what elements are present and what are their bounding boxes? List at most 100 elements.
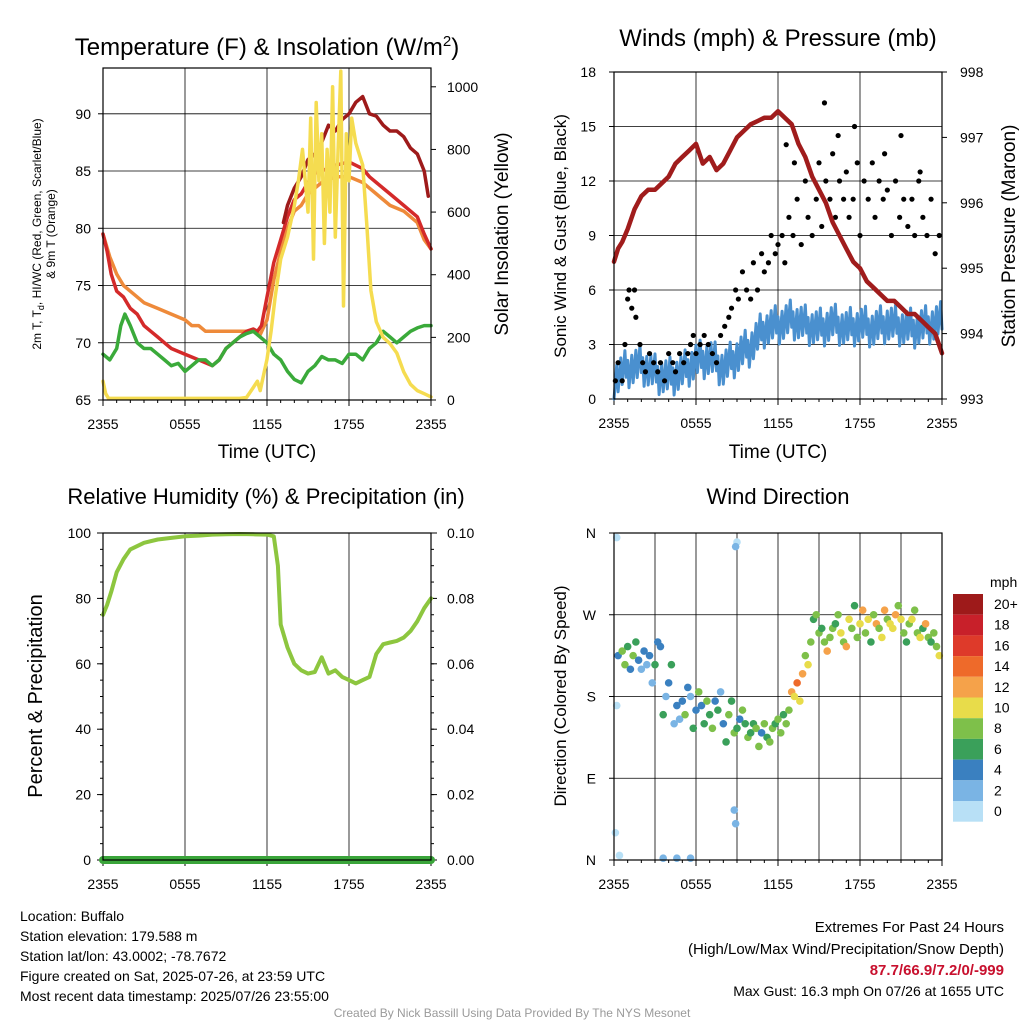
direction-point — [689, 724, 698, 733]
gust-point — [897, 214, 903, 220]
extremes-values: 87.7/66.9/7.2/0/-999 — [869, 962, 1004, 979]
gust-point — [705, 341, 711, 348]
gust-point — [750, 260, 757, 266]
y-tick-label: 60 — [75, 656, 91, 672]
gust-point — [687, 341, 694, 348]
direction-point — [705, 710, 714, 719]
direction-point — [785, 706, 793, 714]
gust-point — [748, 296, 754, 302]
gust-point — [854, 160, 860, 166]
gust-point — [637, 341, 643, 348]
gust-point — [905, 223, 911, 230]
direction-point — [611, 828, 620, 837]
y-tick-label: 20 — [75, 787, 91, 803]
gust-point — [713, 360, 720, 366]
gust-point — [735, 296, 741, 302]
y-tick-label: 80 — [75, 590, 91, 606]
gust-point — [701, 332, 707, 339]
gust-point — [642, 369, 649, 375]
y-tick-label: 40 — [75, 721, 91, 737]
chart-title: Relative Humidity (%) & Precipitation (i… — [67, 484, 464, 509]
direction-point — [731, 542, 740, 551]
legend-swatch — [953, 594, 983, 615]
gust-point — [782, 260, 788, 266]
direction-point — [837, 629, 845, 637]
gust-point — [841, 196, 847, 202]
direction-point — [675, 715, 684, 724]
gust-point — [633, 314, 639, 320]
direction-point — [645, 651, 654, 660]
x-tick-label: 1155 — [763, 415, 793, 431]
legend-swatch — [953, 801, 983, 822]
x-axis-label: Time (UTC) — [729, 442, 828, 463]
direction-point — [889, 624, 897, 633]
y-tick-label: 0 — [83, 852, 91, 868]
direction-point — [697, 701, 706, 710]
legend-label: 4 — [994, 762, 1002, 778]
chart-title: Wind Direction — [706, 484, 849, 509]
direction-point — [897, 615, 905, 624]
legend-label: 10 — [994, 700, 1010, 716]
direction-point — [716, 688, 725, 696]
y-tick-label: 12 — [580, 173, 596, 189]
y2-tick-label: 800 — [447, 141, 471, 157]
y-axis-label: Direction (Colored By Speed) — [551, 585, 570, 806]
credit-text: Created By Nick Bassill Using Data Provi… — [333, 1006, 691, 1020]
direction-point — [812, 610, 821, 619]
legend-label: 18 — [994, 617, 1010, 633]
direction-point — [670, 719, 678, 728]
x-tick-label: 2355 — [926, 876, 957, 892]
direction-point — [932, 642, 941, 651]
direction-point — [894, 601, 903, 610]
gust-point — [888, 232, 895, 239]
location-text: Location: Buffalo — [20, 908, 125, 924]
y-axis-label: Percent & Precipitation — [25, 594, 47, 797]
gust-point — [819, 223, 825, 230]
direction-point — [755, 742, 763, 751]
gust-point — [754, 287, 761, 293]
gust-point — [718, 332, 724, 339]
gust-point — [865, 196, 871, 202]
direction-point — [861, 629, 870, 637]
direction-point — [817, 624, 826, 633]
direction-point — [673, 854, 681, 862]
direction-point — [804, 660, 812, 669]
gust-point — [622, 341, 628, 348]
gust-point — [912, 232, 918, 239]
station-info: Location: Buffalo Station elevation: 179… — [20, 906, 329, 1006]
y2-tick-label: 997 — [960, 129, 984, 145]
direction-point — [711, 697, 719, 705]
direction-point — [779, 710, 788, 719]
max-gust-text: Max Gust: 16.3 mph On 07/26 at 1655 UTC — [733, 983, 1004, 999]
direction-point — [899, 629, 908, 637]
gust-point — [765, 260, 772, 266]
direction-point — [659, 710, 667, 719]
y2-tick-label: 998 — [960, 64, 984, 80]
direction-point — [908, 615, 916, 624]
gust-point — [821, 100, 828, 106]
gust-point — [835, 132, 841, 139]
y-tick-label: N — [586, 525, 596, 541]
direction-point — [766, 738, 774, 746]
y2-tick-label: 995 — [960, 260, 984, 276]
gust-point — [880, 196, 886, 202]
panel-1: 2355 0555 1155 1755 2355 65 70 75 80 85 90 0 200 400 6… — [30, 33, 513, 463]
direction-point — [845, 615, 853, 624]
direction-point — [643, 660, 651, 669]
y2-tick-label: 0.08 — [447, 590, 474, 606]
direction-point — [733, 724, 741, 733]
gust-point — [681, 360, 687, 366]
gust-point — [779, 232, 785, 239]
x-tick-label: 1755 — [333, 876, 364, 892]
y-tick-label: N — [586, 852, 596, 868]
x-tick-label: 1155 — [763, 876, 793, 892]
direction-point — [927, 638, 935, 646]
y2-tick-label: 0.06 — [447, 656, 474, 672]
gust-point — [743, 287, 750, 293]
gust-point — [677, 350, 683, 357]
y-tick-label: 15 — [580, 119, 596, 135]
direction-point — [875, 624, 883, 633]
legend-swatch — [953, 697, 983, 719]
y2-tick-label: 0.02 — [447, 787, 474, 803]
